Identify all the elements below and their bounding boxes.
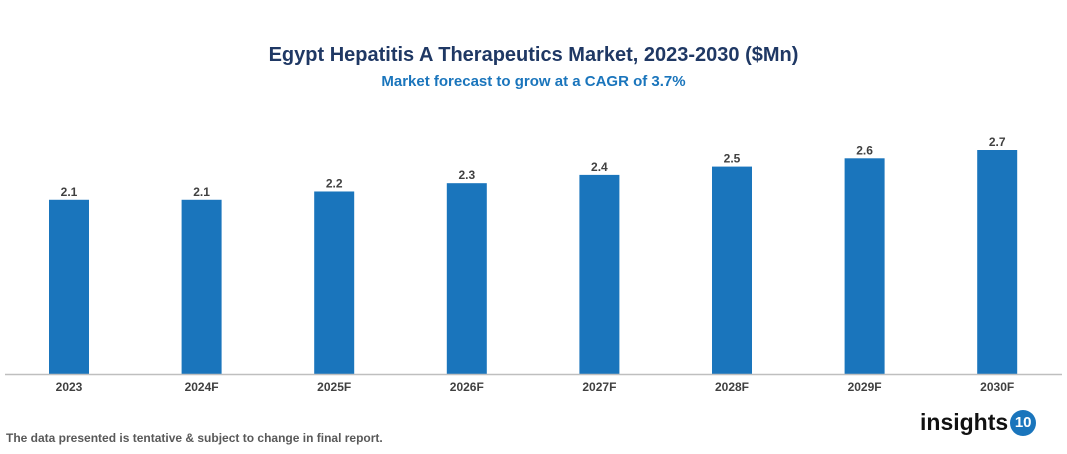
footnote: The data presented is tentative & subjec… bbox=[6, 431, 383, 445]
logo-badge: 10 bbox=[1010, 409, 1037, 436]
bar-2029F bbox=[844, 158, 885, 374]
data-label: 2.2 bbox=[326, 176, 343, 190]
bar-2027F bbox=[579, 174, 620, 374]
data-label: 2.3 bbox=[458, 168, 475, 182]
data-label: 2.4 bbox=[591, 160, 608, 174]
x-tick-label: 2024F bbox=[185, 380, 219, 394]
x-tick-label: 2030F bbox=[980, 380, 1014, 394]
x-tick-label: 2023 bbox=[56, 380, 83, 394]
bar-2028F bbox=[712, 166, 752, 374]
data-label: 2.1 bbox=[61, 185, 78, 199]
chart-title: Egypt Hepatitis A Therapeutics Market, 2… bbox=[268, 44, 799, 66]
insights10-logo: insights 10 bbox=[920, 409, 1037, 436]
bar-2025F bbox=[314, 191, 355, 374]
x-tick-label: 2026F bbox=[450, 380, 484, 394]
bar-2024F bbox=[181, 199, 222, 374]
data-label: 2.7 bbox=[989, 135, 1006, 149]
data-label: 2.1 bbox=[193, 185, 210, 199]
data-label: 2.6 bbox=[856, 143, 873, 157]
chart-subtitle: Market forecast to grow at a CAGR of 3.7… bbox=[381, 73, 686, 90]
x-tick-label: 2028F bbox=[715, 380, 749, 394]
bar-2030F bbox=[977, 150, 1018, 374]
bar-2026F bbox=[446, 183, 487, 374]
x-tick-label: 2029F bbox=[848, 380, 882, 394]
logo-text: insights bbox=[920, 409, 1009, 435]
x-tick-label: 2027F bbox=[582, 380, 616, 394]
bar-2023 bbox=[49, 199, 89, 374]
x-tick-label: 2025F bbox=[317, 380, 351, 394]
data-label: 2.5 bbox=[724, 152, 741, 166]
